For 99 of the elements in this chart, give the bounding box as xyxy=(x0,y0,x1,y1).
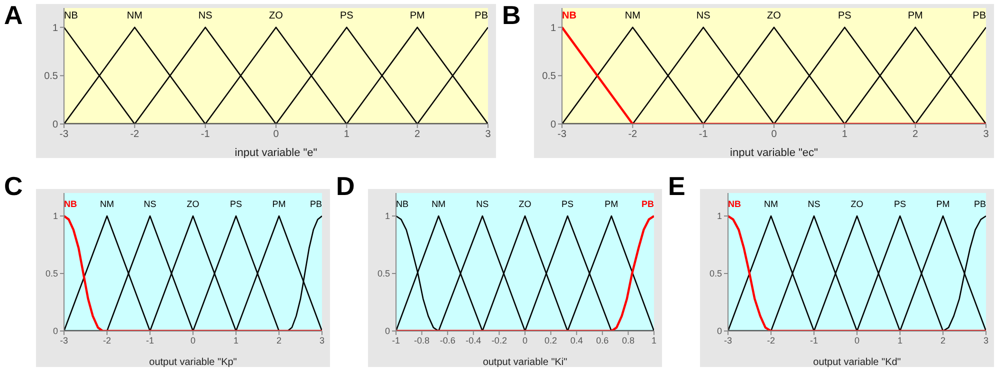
series-label: PM xyxy=(410,10,425,22)
x-tick-label: 1 xyxy=(344,129,350,140)
y-tick-label: 0.5 xyxy=(542,71,556,82)
y-tick-label: 0.5 xyxy=(709,268,722,279)
x-tick-label: 1 xyxy=(897,335,903,346)
series-label: ZO xyxy=(186,199,200,209)
y-tick-label: 1 xyxy=(384,211,390,222)
y-tick-label: 0.5 xyxy=(45,268,58,279)
x-tick-label: 3 xyxy=(485,129,492,140)
x-tick-label: -1 xyxy=(392,335,400,346)
series-label: PS xyxy=(838,10,852,22)
x-tick-label: -0.2 xyxy=(491,335,507,346)
series-label: PB xyxy=(474,10,488,22)
x-tick-label: 1 xyxy=(842,129,848,140)
series-label: NS xyxy=(144,199,156,209)
x-tick-label: -1 xyxy=(698,129,708,140)
x-tick-label: 0.2 xyxy=(544,335,558,346)
series-label: PS xyxy=(894,199,906,209)
x-tick-label: 0 xyxy=(273,129,280,140)
x-tick-label: -2 xyxy=(766,335,776,346)
y-tick-label: 0 xyxy=(384,326,390,336)
x-tick-label: 2 xyxy=(940,335,946,346)
x-tick-label: 0.6 xyxy=(596,335,609,346)
x-tick-label: 0 xyxy=(854,335,860,346)
x-tick-label: -3 xyxy=(60,335,68,346)
series-label: NS xyxy=(198,10,213,22)
x-tick-label: 0 xyxy=(771,129,778,140)
x-tick-label: -3 xyxy=(60,129,69,140)
x-tick-label: 3 xyxy=(983,129,990,140)
x-tick-label: 3 xyxy=(983,335,989,346)
series-label: PB xyxy=(974,199,986,209)
x-tick-label: -0.8 xyxy=(414,335,430,346)
x-axis-title: output variable "Ki" xyxy=(482,357,568,368)
series-label: NM xyxy=(432,199,446,209)
x-tick-label: 1 xyxy=(233,335,239,346)
y-tick-label: 0 xyxy=(52,326,58,336)
series-label: NS xyxy=(696,10,711,22)
series-label: NM xyxy=(126,10,142,22)
x-axis-title: input variable "ec" xyxy=(730,147,818,159)
y-tick-label: 0 xyxy=(716,326,722,336)
series-label: PM xyxy=(272,199,286,209)
y-tick-label: 1 xyxy=(52,22,58,34)
x-tick-label: 3 xyxy=(319,335,325,346)
series-label: ZO xyxy=(518,199,532,209)
chart-title: D xyxy=(336,171,355,202)
chart-title: C xyxy=(4,171,23,202)
series-label: NM xyxy=(624,10,640,22)
x-axis-title: output variable "Kd" xyxy=(813,357,902,368)
x-tick-label: -2 xyxy=(130,129,140,140)
series-label: NM xyxy=(764,199,778,209)
y-tick-label: 0.5 xyxy=(377,268,390,279)
y-tick-label: 0 xyxy=(52,120,58,131)
series-label: NB xyxy=(728,199,742,209)
series-label: NS xyxy=(476,199,489,209)
series-label: PS xyxy=(562,199,574,209)
x-tick-label: 0.4 xyxy=(570,335,583,346)
x-tick-label: -0.4 xyxy=(466,335,482,346)
x-tick-label: 0 xyxy=(190,335,196,346)
chart-title: E xyxy=(668,171,686,202)
y-tick-label: 0.5 xyxy=(44,71,58,82)
x-tick-label: -3 xyxy=(558,129,567,140)
chart-title: B xyxy=(502,0,521,31)
series-label: ZO xyxy=(850,199,864,209)
series-label: ZO xyxy=(269,10,284,22)
series-label: NM xyxy=(100,199,114,209)
series-label: PM xyxy=(908,10,923,22)
x-tick-label: -1 xyxy=(146,335,154,346)
chart-title: A xyxy=(4,0,23,31)
x-tick-label: -3 xyxy=(724,335,732,346)
x-tick-label: 2 xyxy=(276,335,282,346)
series-label: PS xyxy=(230,199,242,209)
series-label: ZO xyxy=(767,10,782,22)
series-label: NB xyxy=(396,199,409,209)
series-label: NS xyxy=(808,199,820,209)
x-tick-label: -2 xyxy=(628,129,638,140)
x-tick-label: -2 xyxy=(102,335,112,346)
x-axis-title: input variable "e" xyxy=(234,147,318,159)
series-label: PB xyxy=(310,199,322,209)
series-label: PB xyxy=(641,199,654,209)
y-tick-label: 0 xyxy=(550,120,556,131)
series-label: PM xyxy=(604,199,618,209)
x-tick-label: -1 xyxy=(810,335,818,346)
series-label: PM xyxy=(936,199,950,209)
x-tick-label: 2 xyxy=(912,129,919,140)
series-label: PS xyxy=(340,10,354,22)
series-label: NB xyxy=(64,10,78,22)
y-tick-label: 1 xyxy=(52,211,58,222)
x-tick-label: -0.6 xyxy=(440,335,456,346)
x-tick-label: -1 xyxy=(200,129,210,140)
x-tick-label: 1 xyxy=(651,335,657,346)
x-axis-title: output variable "Kp" xyxy=(149,357,238,368)
x-tick-label: 2 xyxy=(414,129,421,140)
y-tick-label: 1 xyxy=(716,211,722,222)
x-tick-label: 0 xyxy=(522,335,528,346)
series-label: NB xyxy=(562,10,576,22)
series-label: NB xyxy=(64,199,78,209)
y-tick-label: 1 xyxy=(550,22,556,34)
series-label: PB xyxy=(972,10,986,22)
x-tick-label: 0.8 xyxy=(622,335,634,346)
